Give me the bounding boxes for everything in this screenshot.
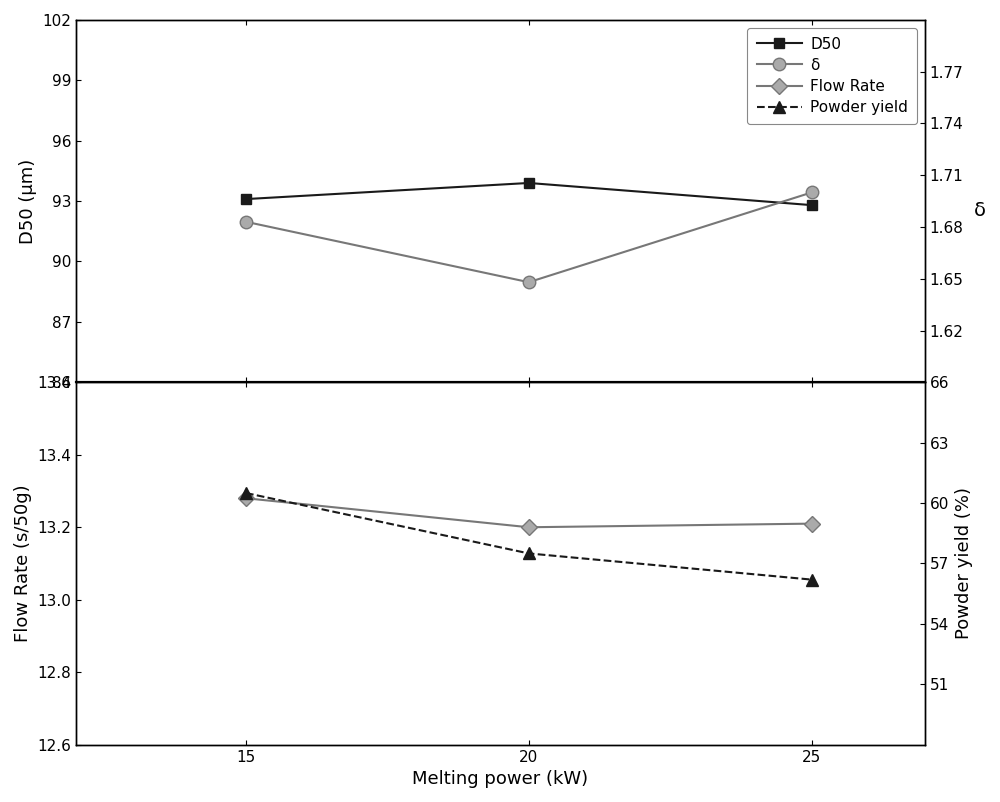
Flow Rate: [240, 493, 252, 503]
Y-axis label: Powder yield (%): Powder yield (%): [955, 488, 973, 639]
D50: [806, 200, 818, 210]
Powder yield: [240, 488, 252, 498]
Line: δ: δ: [240, 186, 818, 289]
Y-axis label: D50 (μm): D50 (μm): [19, 159, 37, 244]
Legend: D50, δ, Flow Rate, Powder yield: D50, δ, Flow Rate, Powder yield: [747, 27, 917, 124]
Flow Rate: [806, 519, 818, 529]
D50: [240, 194, 252, 204]
Line: Flow Rate: Flow Rate: [240, 492, 817, 533]
Line: Powder yield: Powder yield: [240, 487, 818, 585]
δ: [523, 277, 535, 287]
Y-axis label: Flow Rate (s/50g): Flow Rate (s/50g): [14, 484, 32, 642]
Powder yield: [523, 549, 535, 558]
X-axis label: Melting power (kW): Melting power (kW): [412, 770, 589, 788]
δ: [240, 217, 252, 227]
Line: D50: D50: [241, 178, 816, 210]
δ: [806, 188, 818, 197]
Flow Rate: [523, 522, 535, 532]
Y-axis label: δ: δ: [974, 201, 986, 220]
Powder yield: [806, 575, 818, 585]
D50: [523, 178, 535, 188]
